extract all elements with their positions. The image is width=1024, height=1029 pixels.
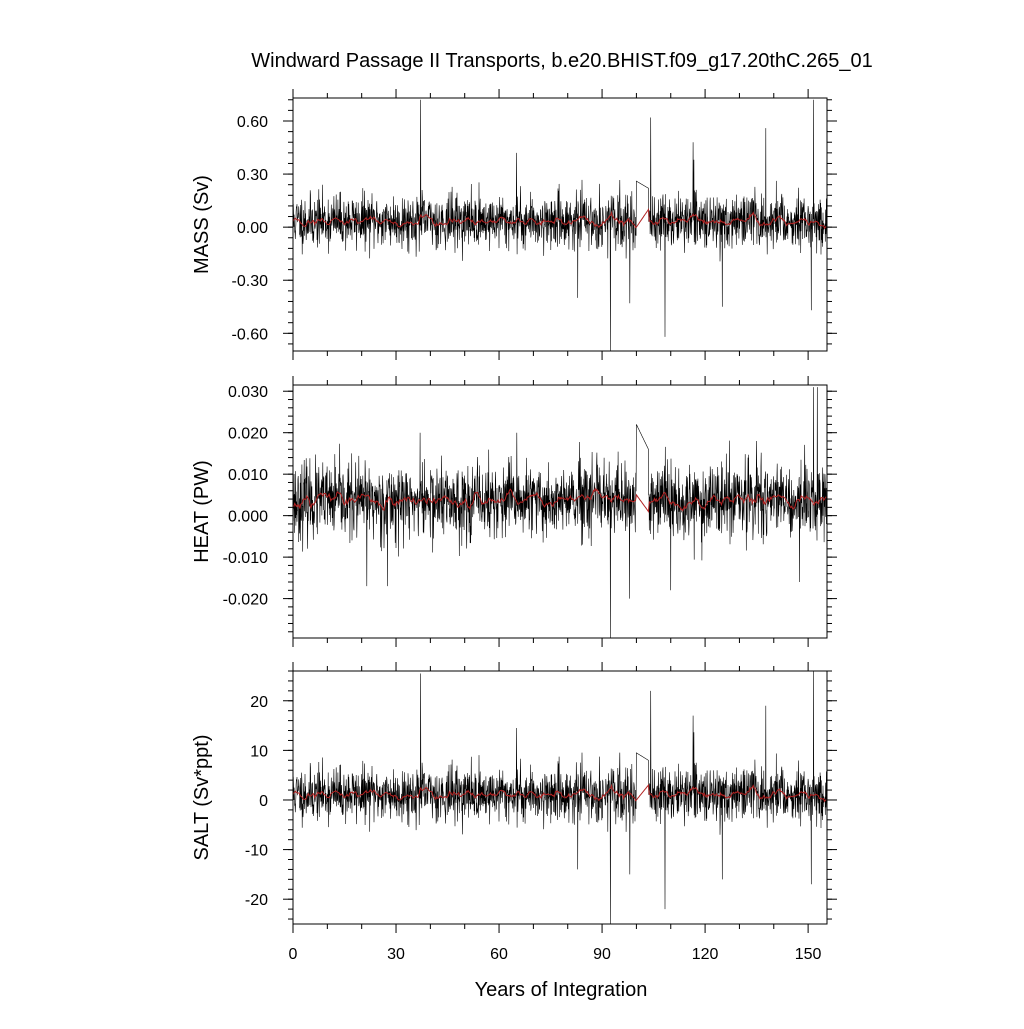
series-smoothed-line — [293, 783, 827, 803]
series-monthly-line — [293, 671, 827, 924]
panel-1: 0.60 0.30 0.00 -0.30 -0.60 MASS (Sv) — [191, 89, 837, 360]
x-tick-label: 120 — [692, 946, 719, 963]
y-tick-label: -10 — [245, 843, 268, 860]
x-tick-label: 90 — [593, 946, 611, 963]
chart-title: Windward Passage II Transports, b.e20.BH… — [251, 50, 872, 72]
x-tick-label: 30 — [387, 946, 405, 963]
panel-frame — [292, 384, 828, 639]
series-smoothed-line — [293, 207, 827, 230]
y-tick-label: 0.010 — [228, 467, 268, 484]
y-tick-label: -0.30 — [232, 273, 269, 290]
series-monthly-line — [293, 387, 827, 638]
y-tick-label: 0.020 — [228, 426, 268, 443]
x-tick-label: 60 — [490, 946, 508, 963]
y-tick-label: -0.020 — [223, 592, 268, 609]
y-axis-title: SALT (Sv*ppt) — [191, 735, 213, 861]
panel-frame — [292, 97, 828, 352]
y-tick-label: 0.000 — [228, 509, 268, 526]
panel-frame — [292, 670, 828, 925]
series-smoothed-line — [293, 487, 827, 513]
y-tick-label: 20 — [250, 694, 268, 711]
y-tick-label: 0.60 — [237, 114, 268, 131]
y-tick-label: 0.030 — [228, 384, 268, 401]
x-axis-title: Years of Integration — [475, 979, 648, 1001]
y-tick-label: -20 — [245, 892, 268, 909]
x-tick-label: 150 — [795, 946, 822, 963]
panel-2: 0.030 0.020 0.010 0.000 -0.010 -0.020 HEAT (PW… — [191, 376, 837, 647]
x-tick-label: 0 — [289, 946, 298, 963]
y-tick-label: 10 — [250, 743, 268, 760]
panel-3: 20 10 0 -10 -20 SALT (Sv*ppt) 0 30 60 90 120 150 — [191, 662, 837, 963]
y-tick-label: 0.00 — [237, 220, 268, 237]
y-tick-label: -0.010 — [223, 550, 268, 567]
y-tick-label: 0.30 — [237, 167, 268, 184]
y-tick-label: -0.60 — [232, 326, 269, 343]
series-monthly-line — [293, 99, 827, 351]
y-tick-label: 0 — [259, 793, 268, 810]
y-axis-title: MASS (Sv) — [191, 175, 213, 274]
chart-panels: 0.60 0.30 0.00 -0.30 -0.60 MASS (Sv) 0.030 0.02… — [191, 89, 837, 963]
y-axis-title: HEAT (PW) — [191, 460, 213, 563]
